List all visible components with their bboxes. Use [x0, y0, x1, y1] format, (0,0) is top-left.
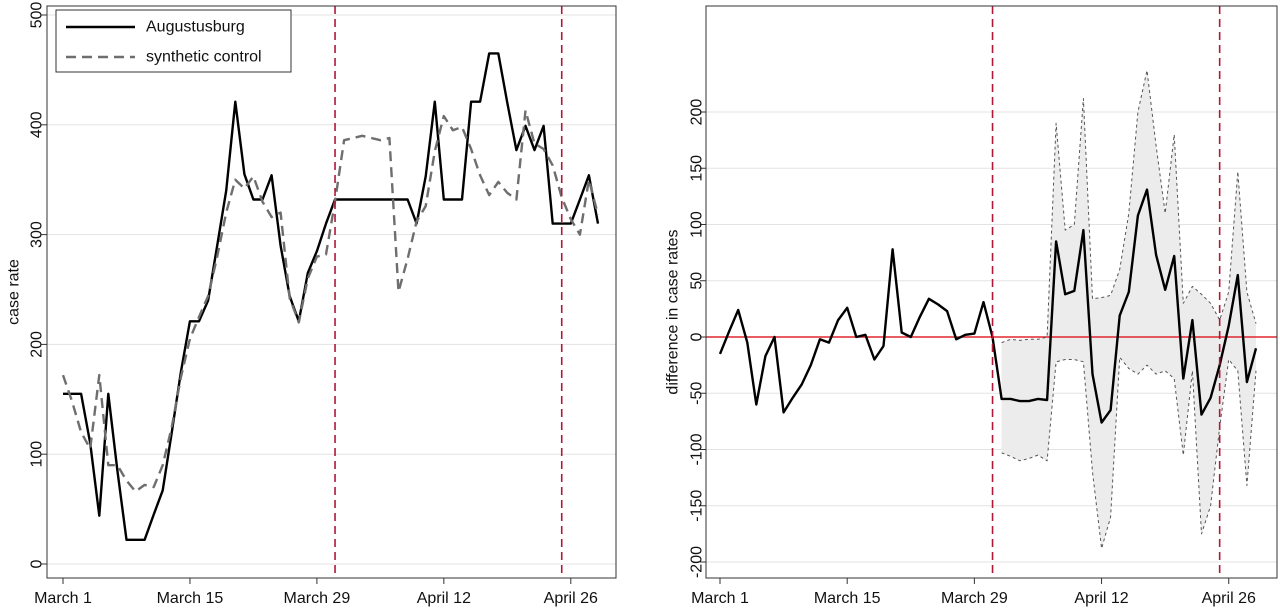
y-axis-title: difference in case rates — [665, 229, 682, 394]
y-tick-label: 300 — [29, 221, 46, 248]
plot-frame — [46, 5, 617, 579]
y-tick-label: -100 — [689, 433, 706, 465]
left-panel: 0 100 200 300 400 500 March 1 March 15 March 29 A… — [6, 2, 617, 607]
x-tick-label: March 29 — [284, 590, 351, 607]
legend-entry: synthetic control — [146, 49, 262, 66]
y-tick-label: 200 — [29, 331, 46, 358]
x-tick-label: March 29 — [941, 590, 1008, 607]
x-tick-label: April 26 — [544, 590, 598, 607]
y-tick-label: 200 — [689, 99, 706, 126]
y-axis-title: case rate — [6, 259, 23, 325]
x-tick-label: March 1 — [34, 590, 92, 607]
y-tick-label: 500 — [29, 2, 46, 29]
x-tick-label: April 12 — [417, 590, 471, 607]
x-tick-label: March 15 — [157, 590, 224, 607]
right-panel: -200 -150 -100 -50 0 50 100 150 200 March 1 March … — [665, 5, 1278, 607]
confidence-band — [1001, 70, 1256, 549]
y-tick-label: 50 — [689, 272, 706, 290]
y-tick-label: 150 — [689, 155, 706, 182]
x-tick-label: March 15 — [814, 590, 881, 607]
y-tick-label: 100 — [689, 211, 706, 238]
legend-box — [55, 9, 292, 73]
y-tick-label: -200 — [689, 546, 706, 578]
y-tick-label: 400 — [29, 111, 46, 138]
x-tick-label: March 1 — [691, 590, 749, 607]
x-tick-label: April 12 — [1074, 590, 1128, 607]
y-tick-label: 0 — [689, 332, 706, 341]
series-line-augustusburg — [63, 52, 600, 541]
band-lower-line — [1001, 356, 1257, 549]
band-upper-line — [1001, 69, 1257, 344]
x-tick-label: April 26 — [1202, 590, 1256, 607]
y-tick-label: 100 — [29, 441, 46, 468]
legend: Augustusburg synthetic control — [55, 9, 292, 73]
series-line-synthetic-control — [61, 109, 600, 493]
y-tick-label: -150 — [689, 490, 706, 522]
y-tick-label: -50 — [689, 382, 706, 405]
difference-line — [718, 188, 1258, 424]
y-tick-label: 0 — [29, 559, 46, 568]
legend-entry: Augustusburg — [146, 19, 245, 36]
plot-frame — [705, 5, 1278, 579]
